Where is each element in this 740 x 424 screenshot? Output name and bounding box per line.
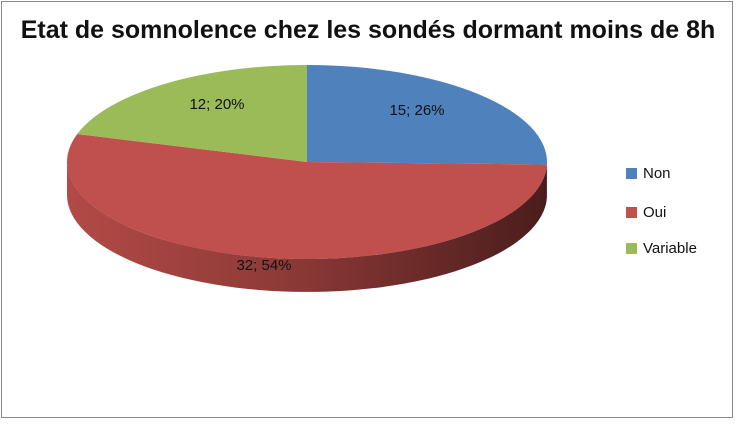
data-label-oui: 32; 54% [236, 257, 291, 274]
chart-title: Etat de somnolence chez les sondés dorma… [20, 16, 716, 44]
pie-slice-oui [66, 134, 547, 260]
data-label-non: 15; 26% [389, 102, 444, 119]
legend-item-oui: Oui [626, 202, 666, 222]
legend-swatch-variable [626, 242, 637, 254]
pie-chart: 15; 26% 32; 54% 12; 20% [66, 65, 547, 292]
legend-swatch-oui [626, 206, 637, 218]
pie-slice-variable [77, 65, 307, 162]
legend-label-variable: Variable [643, 239, 697, 257]
pie-side-group [67, 162, 547, 292]
legend-item-variable: Variable [626, 238, 697, 258]
chart-frame: Etat de somnolence chez les sondés dorma… [1, 1, 733, 418]
legend-item-non: Non [626, 163, 671, 183]
pie-label-group: 15; 26% 32; 54% 12; 20% [189, 96, 444, 274]
pie-side-oui [67, 162, 547, 292]
legend-label-non: Non [643, 164, 671, 182]
legend-label-oui: Oui [643, 203, 667, 221]
legend-swatch-non [626, 167, 637, 179]
data-label-variable: 12; 20% [189, 96, 244, 113]
pie-slice-non [307, 65, 547, 165]
pie-top-group [66, 65, 547, 260]
